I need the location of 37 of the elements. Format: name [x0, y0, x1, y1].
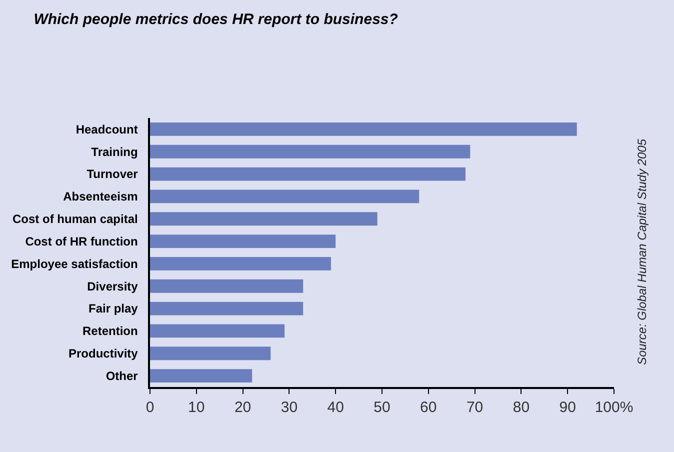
x-tick-label: 50 [374, 398, 390, 416]
bar [150, 167, 466, 181]
x-tick-label: 40 [327, 398, 344, 416]
bar [150, 190, 420, 204]
bar [150, 302, 304, 316]
source-note: Source: Global Human Capital Study 2005 [635, 138, 650, 366]
y-tick-label: Cost of HR function [25, 234, 138, 248]
y-tick-label: Headcount [76, 122, 138, 136]
y-tick-label: Turnover [86, 167, 138, 182]
x-tick-label: 100% [594, 398, 634, 416]
y-tick-label: Fair play [88, 302, 138, 316]
bar [150, 324, 285, 338]
y-tick-label: Cost of human capital [12, 212, 138, 226]
bar [150, 212, 378, 226]
bar [150, 369, 252, 383]
bar [150, 279, 304, 293]
bar [150, 144, 470, 158]
y-tick-label: Absenteeism [63, 190, 138, 204]
x-tick-label: 60 [420, 398, 437, 416]
x-tick-label: 20 [234, 398, 252, 416]
bar [150, 346, 271, 360]
bar [150, 234, 336, 248]
y-tick-label: Training [91, 144, 138, 159]
y-tick-label: Diversity [87, 279, 138, 294]
x-tick-label: 10 [188, 398, 205, 416]
x-tick-label: 30 [280, 398, 298, 416]
x-tick-label: 0 [146, 398, 154, 416]
bar [150, 256, 331, 270]
y-tick-label: Productivity [68, 346, 138, 361]
x-tick-label: 70 [466, 398, 484, 416]
chart-title: Which people metrics does HR report to business? [34, 11, 398, 28]
y-tick-label: Other [106, 368, 138, 383]
y-tick-label: Employee satisfaction [11, 256, 138, 271]
y-tick-label: Retention [82, 324, 138, 338]
x-tick-label: 90 [559, 398, 576, 416]
x-tick-label: 80 [512, 398, 530, 416]
bar [150, 122, 577, 136]
